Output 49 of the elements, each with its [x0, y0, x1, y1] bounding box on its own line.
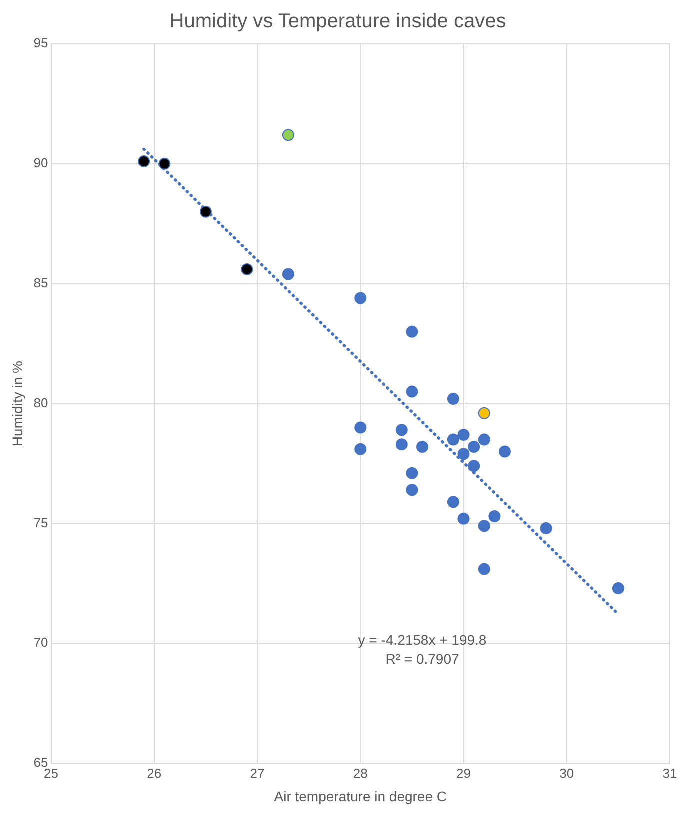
point: [396, 438, 408, 451]
x-tick-label: 31: [662, 766, 678, 781]
point: [354, 292, 367, 304]
y-tick-label: 70: [34, 635, 48, 650]
point: [416, 440, 429, 453]
point: [488, 510, 501, 523]
point: [241, 263, 254, 276]
point: [406, 326, 418, 338]
point: [158, 158, 171, 170]
point: [447, 496, 460, 508]
point: [282, 268, 294, 280]
x-tick-label: 27: [250, 766, 265, 781]
chart-title: Humidity vs Temperature inside caves: [170, 10, 506, 33]
y-tick-label: 80: [34, 395, 48, 410]
annotation: y = -4.2158x + 199.8: [358, 632, 487, 648]
point: [406, 484, 418, 496]
y-tick-label: 85: [34, 275, 48, 290]
point: [200, 206, 212, 218]
x-axis-title: Air temperature in degree C: [274, 788, 448, 804]
point: [478, 407, 490, 420]
point: [458, 512, 470, 525]
point: [406, 467, 418, 480]
point: [354, 422, 367, 434]
point: [499, 446, 512, 458]
point: [406, 386, 418, 398]
point: [458, 428, 470, 441]
y-tick-label: 90: [34, 156, 48, 171]
y-axis-title: Humidity in %: [9, 361, 26, 447]
point: [540, 522, 552, 535]
point: [458, 448, 470, 460]
y-tick-label: 95: [34, 36, 48, 51]
point: [282, 129, 294, 142]
annotation: R² = 0.7907: [386, 650, 460, 667]
point: [478, 520, 490, 532]
point: [447, 434, 460, 446]
point: [396, 424, 408, 436]
x-tick-label: 30: [560, 766, 574, 781]
point: [447, 393, 460, 406]
point: [478, 434, 490, 446]
point: [468, 460, 480, 472]
point: [354, 443, 367, 456]
point: [468, 440, 480, 453]
y-tick-label: 75: [34, 515, 48, 530]
point: [138, 156, 150, 168]
x-tick-label: 26: [147, 766, 162, 781]
point: [612, 582, 624, 594]
point: [478, 563, 490, 576]
x-tick-label: 28: [353, 766, 368, 781]
x-tick-label: 29: [456, 766, 471, 781]
